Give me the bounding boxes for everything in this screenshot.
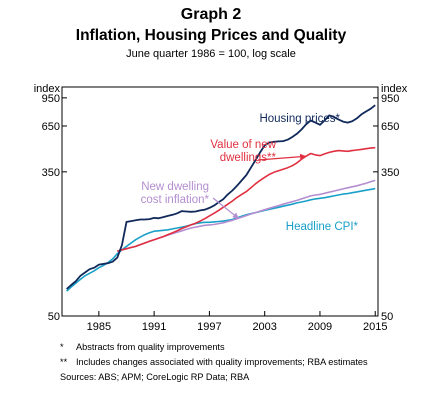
note-text: Includes changes associated with quality… [76,356,368,367]
series-label: dwellings** [220,152,277,164]
y-tick-label-left: 50 [48,311,60,323]
y-tick-label-right: 50 [381,311,393,323]
x-tick-label: 2015 [363,321,387,333]
note-quality: * Abstracts from quality improvements [60,340,368,355]
series-line-1 [117,146,376,252]
plot-frame [61,86,379,317]
x-tick-label: 1991 [142,321,166,333]
series-line-0 [66,104,376,290]
x-tick-label: 1985 [87,321,111,333]
y-tick-label-left: 350 [42,167,60,179]
sources-note: Sources: ABS; APM; CoreLogic RP Data; RB… [60,372,250,382]
y-axis-unit-left: index [34,83,61,95]
series-label: Headline CPI* [286,221,359,233]
chart-lines [66,104,376,292]
chart-notes: * Abstracts from quality improvements ** I… [60,340,368,385]
series-label: cost inflation* [141,194,210,206]
note-mark: ** [60,356,68,367]
x-tick-label: 2009 [308,321,332,333]
note-estimates: ** Includes changes associated with quali… [60,355,368,370]
chart-title: Inflation, Housing Prices and Quality [75,27,347,44]
y-tick-label-left: 950 [42,93,60,105]
graph-number: Graph 2 [180,6,242,23]
x-tick-label: 2003 [252,321,276,333]
series-label: New dwelling [141,181,209,193]
x-tick-label: 1997 [197,321,221,333]
y-tick-label-right: 950 [381,93,399,105]
annotation-arrow-head [232,212,239,219]
note-mark: * [60,342,64,352]
y-axis-unit-right: index [381,83,408,95]
annotation-arrow-line [257,155,307,161]
chart-subtitle: June quarter 1986 = 100, log scale [126,48,296,60]
y-tick-label-right: 650 [381,121,399,133]
chart-ticks: index index 50 50 350 350 650 650 950 950 1985 1991… [34,83,408,333]
note-text: Abstracts from quality improvements [76,342,225,352]
chart-axes [61,86,379,317]
y-tick-label-right: 350 [381,167,399,179]
series-label: Value of new [210,139,276,151]
annotation-arrow-head [299,153,307,160]
series-label: Housing prices* [259,113,340,125]
y-tick-label-left: 650 [42,121,60,133]
